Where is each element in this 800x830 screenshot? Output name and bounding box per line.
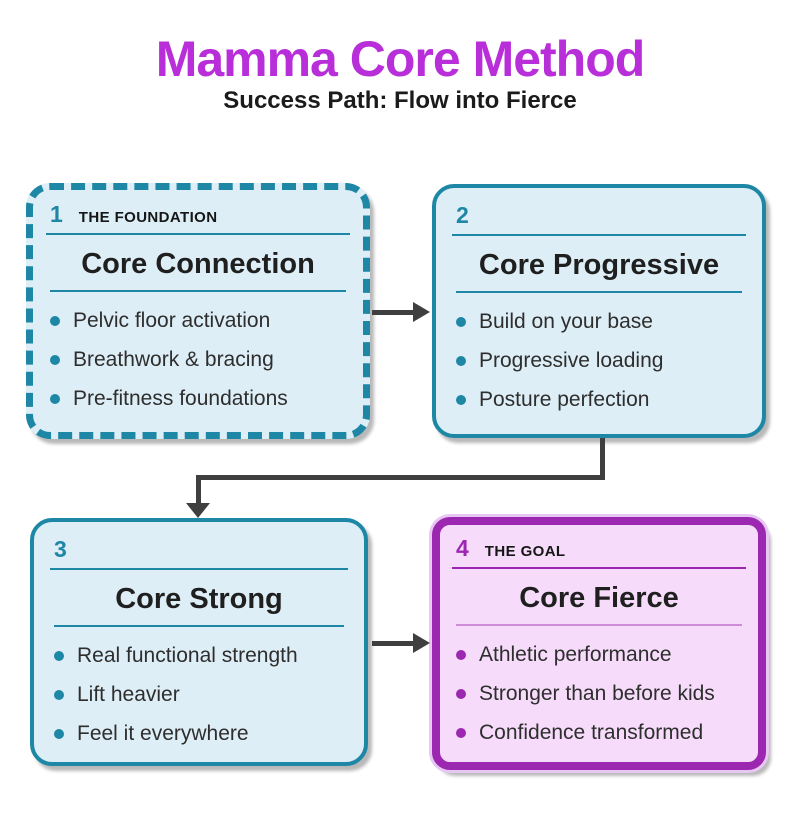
bullet-list: Athletic performance Stronger than befor… [452,643,746,745]
bullet-list: Pelvic floor activation Breathwork & bra… [46,309,350,411]
step-number: 4 [456,535,469,561]
arrow-3-to-4-line [372,641,414,646]
bullet-text: Confidence transformed [479,721,704,744]
arrow-2-to-3-vertical-segment [600,438,605,480]
list-item: Stronger than before kids [456,682,746,706]
list-item: Build on your base [456,310,746,334]
arrow-2-to-3-horizontal-segment [196,475,605,480]
bullet-list: Build on your base Progressive loading P… [452,310,746,412]
bullet-dot-icon [456,395,466,405]
bullet-dot-icon [456,317,466,327]
step-title: Core Strong [54,570,344,627]
step-title: Core Fierce [456,569,742,626]
page-subtitle: Success Path: Flow into Fierce [223,87,577,114]
bullet-text: Lift heavier [77,683,180,706]
step-box-core-fierce: 4 THE GOAL Core Fierce Athletic performa… [432,517,766,770]
step-4-header: 4 THE GOAL [452,529,746,569]
list-item: Lift heavier [54,683,348,707]
bullet-text: Stronger than before kids [479,682,715,705]
arrow-1-to-2-line [372,310,414,315]
bullet-dot-icon [456,650,466,660]
list-item: Athletic performance [456,643,746,667]
bullet-text: Feel it everywhere [77,722,249,745]
step-number: 1 [50,201,63,227]
list-item: Real functional strength [54,644,348,668]
arrow-1-to-2-arrowhead-icon [413,302,430,322]
bullet-text: Build on your base [479,310,653,333]
bullet-text: Real functional strength [77,644,298,667]
bullet-dot-icon [456,356,466,366]
bullet-dot-icon [54,651,64,661]
page-title: Mamma Core Method [155,31,646,87]
bullet-dot-icon [54,729,64,739]
step-title: Core Connection [50,235,346,292]
step-label: THE GOAL [484,543,566,560]
step-2-header: 2 [452,196,746,236]
arrow-3-to-4-arrowhead-icon [413,633,430,653]
list-item: Pelvic floor activation [50,309,350,333]
list-item: Breathwork & bracing [50,348,350,372]
bullet-dot-icon [456,728,466,738]
list-item: Progressive loading [456,349,746,373]
arrow-2-to-3-arrowhead-icon [186,503,210,518]
bullet-text: Breathwork & bracing [73,348,274,371]
step-box-core-progressive: 2 Core Progressive Build on your base Pr… [432,184,766,438]
list-item: Feel it everywhere [54,722,348,746]
bullet-text: Athletic performance [479,643,672,666]
step-3-header: 3 [50,530,348,570]
bullet-list: Real functional strength Lift heavier Fe… [50,644,348,746]
step-title: Core Progressive [456,236,742,293]
arrow-2-to-3-drop-segment [196,475,201,504]
step-1-header: 1 THE FOUNDATION [46,195,350,235]
bullet-text: Progressive loading [479,349,664,372]
bullet-dot-icon [456,689,466,699]
bullet-dot-icon [54,690,64,700]
step-number: 3 [54,536,67,562]
bullet-dot-icon [50,316,60,326]
list-item: Confidence transformed [456,721,746,745]
step-label: THE FOUNDATION [78,209,218,226]
step-box-core-connection: 1 THE FOUNDATION Core Connection Pelvic … [26,183,370,439]
step-number: 2 [456,202,469,228]
bullet-text: Pre-fitness foundations [73,387,288,410]
bullet-dot-icon [50,355,60,365]
step-box-core-strong: 3 Core Strong Real functional strength L… [30,518,368,766]
bullet-text: Pelvic floor activation [73,309,271,332]
bullet-dot-icon [50,394,60,404]
list-item: Posture perfection [456,388,746,412]
list-item: Pre-fitness foundations [50,387,350,411]
bullet-text: Posture perfection [479,388,650,411]
